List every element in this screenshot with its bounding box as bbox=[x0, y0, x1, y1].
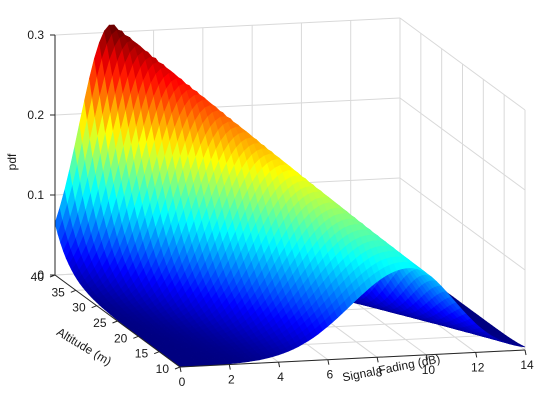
y-tick-mark bbox=[174, 366, 181, 370]
x-tick-mark bbox=[376, 357, 379, 363]
z-tick-label: 0.2 bbox=[27, 108, 44, 122]
z-tick-label: 0 bbox=[37, 268, 44, 282]
y-tick-mark bbox=[153, 351, 160, 355]
x-tick-mark bbox=[278, 362, 281, 368]
y-tick-label: 25 bbox=[93, 316, 107, 330]
x-axis-line bbox=[179, 349, 526, 368]
y-axis-label: Altitude (m) bbox=[54, 325, 114, 369]
y-tick-label: 20 bbox=[114, 331, 128, 345]
x-tick-label: 0 bbox=[179, 375, 186, 389]
y-tick-label: 40 bbox=[31, 270, 45, 284]
y-tick-mark bbox=[133, 335, 139, 339]
x-tick-label: 6 bbox=[327, 368, 334, 382]
z-tick-label: 0.1 bbox=[27, 188, 44, 202]
x-tick-label: 12 bbox=[471, 360, 485, 374]
z-axis-label: pdf bbox=[5, 153, 19, 170]
x-tick-mark bbox=[228, 364, 231, 370]
y-tick-mark bbox=[112, 320, 118, 324]
x-tick-mark bbox=[475, 352, 478, 358]
y-tick-label: 15 bbox=[135, 347, 149, 361]
x-tick-label: 4 bbox=[277, 370, 284, 384]
y-tick-label: 10 bbox=[156, 362, 170, 376]
x-tick-label: 2 bbox=[228, 373, 235, 387]
y-tick-label: 35 bbox=[51, 285, 65, 299]
y-tick-label: 30 bbox=[72, 301, 86, 315]
x-tick-mark bbox=[327, 359, 330, 365]
x-tick-mark bbox=[179, 366, 182, 373]
x-tick-label: 8 bbox=[376, 365, 383, 379]
x-tick-mark bbox=[524, 349, 527, 356]
z-tick-label: 0.3 bbox=[27, 28, 44, 42]
surface-patch bbox=[517, 344, 526, 348]
x-tick-mark bbox=[425, 354, 428, 360]
surface-layer bbox=[54, 24, 526, 368]
y-tick-mark bbox=[91, 305, 97, 309]
y-tick-mark bbox=[70, 289, 77, 293]
x-tick-label: 14 bbox=[520, 358, 534, 372]
x-tick-label: 10 bbox=[422, 363, 436, 377]
